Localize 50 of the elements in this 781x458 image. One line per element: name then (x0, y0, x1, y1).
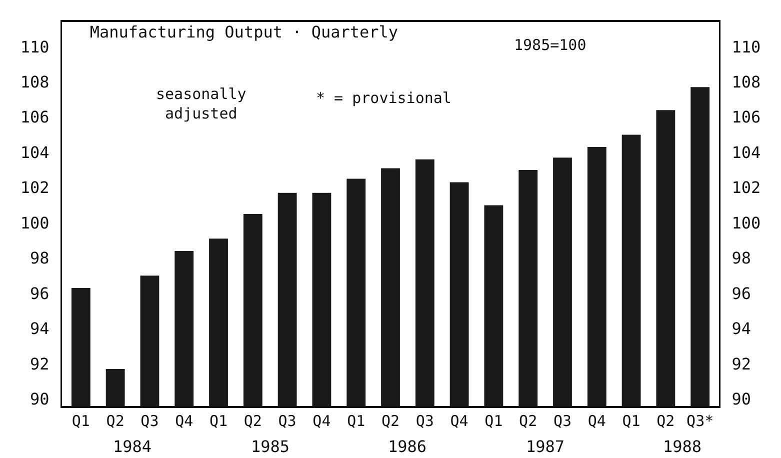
x-tick-label: Q2 (106, 412, 124, 430)
y-tick-label: 102 (20, 178, 50, 198)
y-tick-label: 94 (30, 319, 50, 338)
x-tick-label: Q1 (622, 412, 640, 430)
x-tick-label: Q4 (175, 412, 194, 430)
text: 1985=100 (514, 36, 586, 54)
y2-tick-label: 102 (732, 178, 761, 198)
y-tick-label: 104 (20, 142, 50, 162)
y2-tick-label: 104 (732, 142, 761, 162)
x-tick-label: Q4 (312, 412, 331, 430)
text: 1988 (663, 437, 702, 456)
y-tick-label: 90 (30, 390, 50, 409)
y2-tick-label: 108 (732, 72, 761, 92)
text: 1986 (388, 437, 427, 456)
y2-tick-label: 100 (732, 213, 761, 232)
y-tick-label: 98 (30, 248, 50, 268)
x-tick-label: Q2 (381, 412, 400, 430)
x-tick-label: Q4 (588, 412, 606, 430)
x-tick-label: Q3 (140, 412, 159, 430)
chart-title: Manufacturing Output · Quarterly (90, 22, 398, 42)
x-tick-label: Q1 (72, 412, 90, 430)
x-tick-label: Q3* (686, 412, 714, 430)
x-tick-label: Q3 (278, 412, 296, 430)
y-tick-label: 100 (20, 213, 50, 232)
x-tick-label: Q3 (553, 412, 572, 430)
y2-tick-label: 94 (732, 319, 751, 338)
y-tick-label: 110 (20, 37, 50, 56)
y2-tick-label: 90 (732, 390, 751, 409)
x-tick-label: Q3 (416, 412, 434, 430)
text: 1987 (526, 437, 565, 456)
text: 1985 (251, 437, 290, 456)
y-tick-label: 96 (30, 284, 50, 303)
x-tick-label: Q2 (656, 412, 675, 430)
x-tick-label: Q4 (450, 412, 468, 430)
x-tick-label: Q2 (244, 412, 262, 430)
text: 1984 (113, 437, 152, 456)
annotation: seasonally adjusted (156, 85, 246, 122)
y2-tick-label: 92 (732, 354, 751, 374)
x-tick-label: Q2 (519, 412, 538, 430)
x-tick-label: Q1 (347, 412, 366, 430)
y2-tick-label: 96 (732, 284, 751, 303)
y-tick-label: 92 (30, 354, 50, 374)
y2-tick-label: 110 (732, 37, 761, 56)
y2-tick-label: 98 (732, 248, 751, 268)
y2-tick-label: 106 (732, 108, 761, 127)
x-tick-label: Q1 (209, 412, 228, 430)
y-tick-label: 106 (20, 108, 50, 127)
x-tick-label: Q1 (484, 412, 503, 430)
y-tick-label: 108 (20, 72, 50, 92)
annotation: * = provisional (316, 89, 452, 107)
